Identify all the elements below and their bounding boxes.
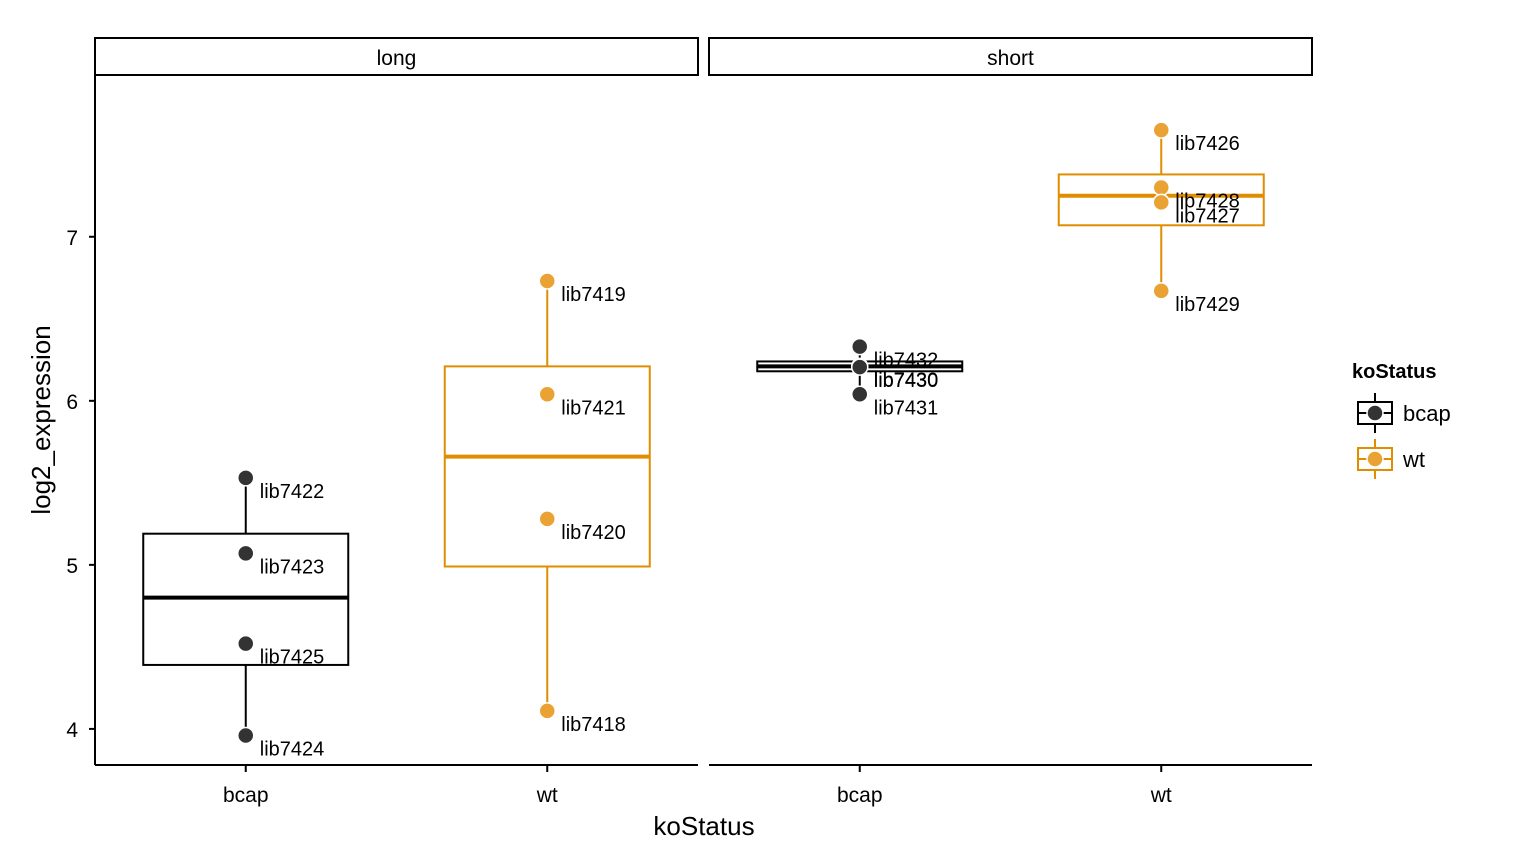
y-tick-label: 7 [66, 227, 78, 250]
data-point [237, 544, 255, 563]
data-point [237, 726, 255, 745]
legend: koStatus bcap wt [1352, 361, 1451, 479]
legend-entry-label: wt [1402, 447, 1425, 472]
x-tick-label: bcap [837, 784, 883, 807]
data-point [1152, 178, 1170, 197]
panels-layer: long 4 5 6 7 bcap lib7422 lib7423 lib7425 lib7424… [66, 37, 1313, 807]
data-point [851, 337, 869, 356]
box-iqr [443, 365, 651, 568]
box-group-wt: wt lib7419 lib7421 lib7420 lib7418 [443, 272, 651, 807]
point-label: lib7430 [874, 370, 939, 392]
point-label: lib7432 [874, 350, 939, 372]
x-tick-label: bcap [223, 784, 269, 807]
point-label: lib7428 [1175, 191, 1240, 213]
point-label: lib7420 [561, 522, 626, 544]
y-tick-label: 4 [66, 719, 78, 742]
legend-entry-label: bcap [1403, 401, 1451, 426]
point-label: lib7424 [260, 738, 325, 760]
panel-short: shortbcaplib7432lib7430lib7430lib7431wtl… [708, 37, 1313, 807]
panel-long: long 4 5 6 7 bcap lib7422 lib7423 lib7425 lib7424… [66, 37, 699, 807]
box-iqr [1057, 173, 1265, 227]
point-label: lib7427 [1175, 205, 1240, 227]
data-point [538, 385, 556, 404]
legend-entry-bcap: bcap [1357, 393, 1451, 433]
point-label: lib7426 [1175, 133, 1240, 155]
data-point [538, 272, 556, 290]
strip-label: long [377, 47, 417, 70]
point-label: lib7421 [561, 397, 626, 419]
legend-title: koStatus [1352, 361, 1436, 383]
y-tick-label: 5 [66, 555, 78, 578]
point-label: lib7422 [260, 481, 325, 503]
legend-entry-wt: wt [1357, 439, 1425, 479]
y-tick-label: 6 [66, 391, 78, 414]
point-label: lib7431 [874, 397, 939, 419]
y-axis-title: log2_expression [26, 325, 56, 514]
point-label: lib7425 [260, 647, 325, 669]
data-point [1152, 193, 1170, 212]
x-tick-label: wt [1150, 784, 1172, 807]
x-tick-label: wt [536, 784, 558, 807]
data-point [1152, 121, 1170, 139]
data-point [538, 702, 556, 720]
data-point [1152, 282, 1170, 300]
point-label: lib7419 [561, 284, 626, 306]
data-point [538, 510, 556, 528]
data-point [237, 469, 255, 487]
data-point [851, 358, 869, 376]
point-label: lib7423 [260, 556, 325, 578]
strip-label: short [987, 47, 1034, 70]
point-label: lib7430 [874, 369, 939, 391]
data-point [851, 385, 869, 404]
box-group-bcap: bcap lib7422 lib7423 lib7425 lib7424 [142, 469, 350, 807]
point-label: lib7418 [561, 714, 626, 736]
legend-key-point [1366, 450, 1384, 468]
x-axis-title: koStatus [653, 811, 754, 841]
legend-key-point [1366, 404, 1384, 422]
strip-box [708, 37, 1313, 76]
data-point [237, 634, 255, 653]
point-label: lib7429 [1175, 294, 1240, 316]
